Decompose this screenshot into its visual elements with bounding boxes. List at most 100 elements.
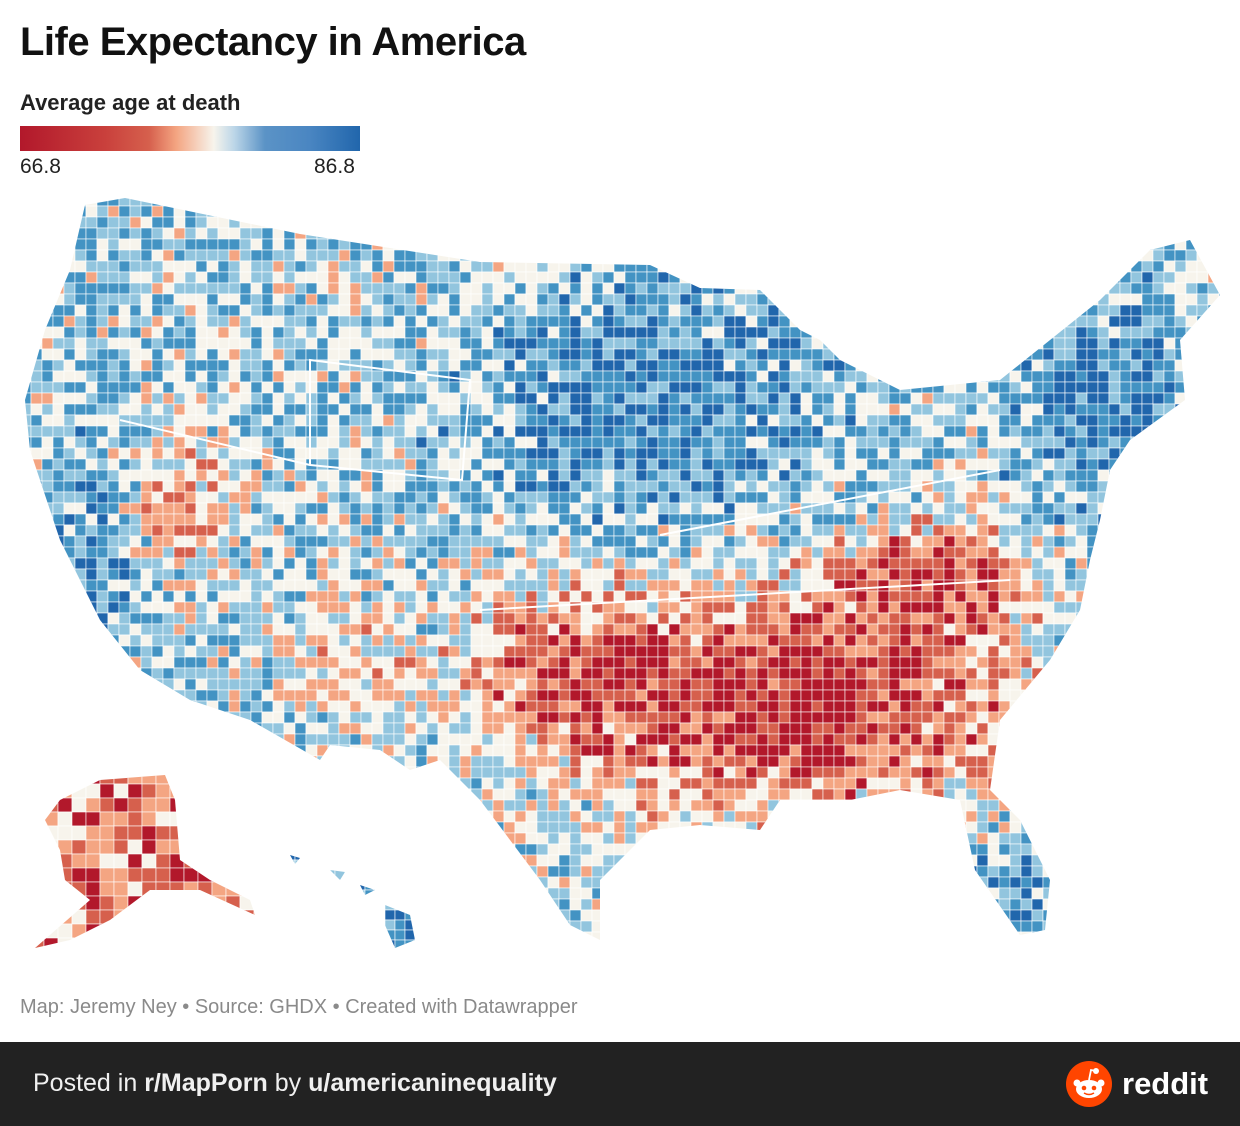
county-cell: [987, 524, 1000, 537]
county-cell: [1075, 656, 1088, 669]
county-cell: [41, 601, 54, 614]
county-cell: [261, 469, 274, 482]
county-cell: [1042, 667, 1055, 680]
county-cell: [503, 656, 516, 669]
county-cell: [118, 590, 131, 603]
county-cell: [437, 645, 450, 658]
county-cell: [283, 502, 296, 515]
county-cell: [987, 546, 1000, 559]
county-cell: [547, 535, 560, 548]
county-cell: [118, 458, 131, 471]
county-cell: [866, 198, 879, 207]
county-cell: [415, 502, 428, 515]
county-cell: [206, 414, 219, 427]
county-cell: [140, 227, 153, 240]
county-cell: [514, 502, 527, 515]
county-cell: [30, 579, 43, 592]
county-cell: [800, 205, 813, 218]
county-cell: [1152, 623, 1165, 636]
county-cell: [1064, 502, 1077, 515]
county-cell: [723, 293, 736, 306]
county-cell: [1020, 238, 1033, 251]
county-cell: [1174, 381, 1187, 394]
county-cell: [96, 557, 109, 570]
county-cell: [525, 590, 538, 603]
county-cell: [74, 601, 87, 614]
county-cell: [437, 205, 450, 218]
county-cell: [173, 469, 186, 482]
county-cell: [1207, 326, 1220, 339]
county-cell: [910, 315, 923, 328]
county-cell: [855, 601, 868, 614]
county-cell: [481, 337, 494, 350]
county-cell: [525, 568, 538, 581]
county-cell: [305, 623, 318, 636]
county-cell: [470, 315, 483, 328]
county-cell: [712, 359, 725, 372]
county-cell: [679, 546, 692, 559]
county-cell: [536, 535, 549, 548]
county-cell: [1020, 403, 1033, 416]
county-cell: [283, 216, 296, 229]
county-cell: [1207, 469, 1220, 482]
county-cell: [1064, 557, 1077, 570]
county-cell: [921, 293, 934, 306]
county-cell: [844, 601, 857, 614]
county-cell: [1064, 645, 1077, 658]
county-cell: [74, 623, 87, 636]
county-cell: [910, 535, 923, 548]
county-cell: [547, 436, 560, 449]
county-cell: [151, 238, 164, 251]
county-cell: [327, 227, 340, 240]
county-cell: [701, 634, 714, 647]
county-cell: [25, 249, 32, 262]
county-cell: [503, 227, 516, 240]
county-cell: [998, 414, 1011, 427]
county-cell: [217, 678, 230, 691]
county-cell: [1097, 524, 1110, 537]
county-cell: [228, 502, 241, 515]
county-cell: [371, 436, 384, 449]
county-cell: [283, 381, 296, 394]
county-cell: [415, 689, 428, 702]
county-cell: [448, 447, 461, 460]
county-cell: [195, 447, 208, 460]
county-cell: [756, 568, 769, 581]
county-cell: [558, 645, 571, 658]
county-cell: [833, 315, 846, 328]
county-cell: [1042, 370, 1055, 383]
county-cell: [30, 348, 43, 361]
county-cell: [701, 480, 714, 493]
county-cell: [1196, 282, 1209, 295]
county-cell: [613, 414, 626, 427]
county-cell: [514, 612, 527, 625]
county-cell: [327, 480, 340, 493]
county-cell: [932, 304, 945, 317]
county-cell: [283, 447, 296, 460]
county-cell: [1020, 293, 1033, 306]
county-cell: [1042, 381, 1055, 394]
county-cell: [547, 447, 560, 460]
county-cell: [228, 447, 241, 460]
county-cell: [41, 546, 54, 559]
county-cell: [899, 249, 912, 262]
county-cell: [822, 282, 835, 295]
county-cell: [470, 425, 483, 438]
county-cell: [734, 403, 747, 416]
county-cell: [844, 535, 857, 548]
county-cell: [899, 634, 912, 647]
county-cell: [1086, 414, 1099, 427]
county-cell: [448, 491, 461, 504]
county-cell: [239, 403, 252, 416]
county-cell: [1130, 601, 1143, 614]
county-cell: [1141, 645, 1154, 658]
county-cell: [206, 645, 219, 658]
county-cell: [96, 293, 109, 306]
county-cell: [965, 502, 978, 515]
county-cell: [646, 546, 659, 559]
county-cell: [437, 524, 450, 537]
county-cell: [74, 249, 87, 262]
county-cell: [63, 326, 76, 339]
county-cell: [1053, 216, 1066, 229]
county-cell: [371, 524, 384, 537]
